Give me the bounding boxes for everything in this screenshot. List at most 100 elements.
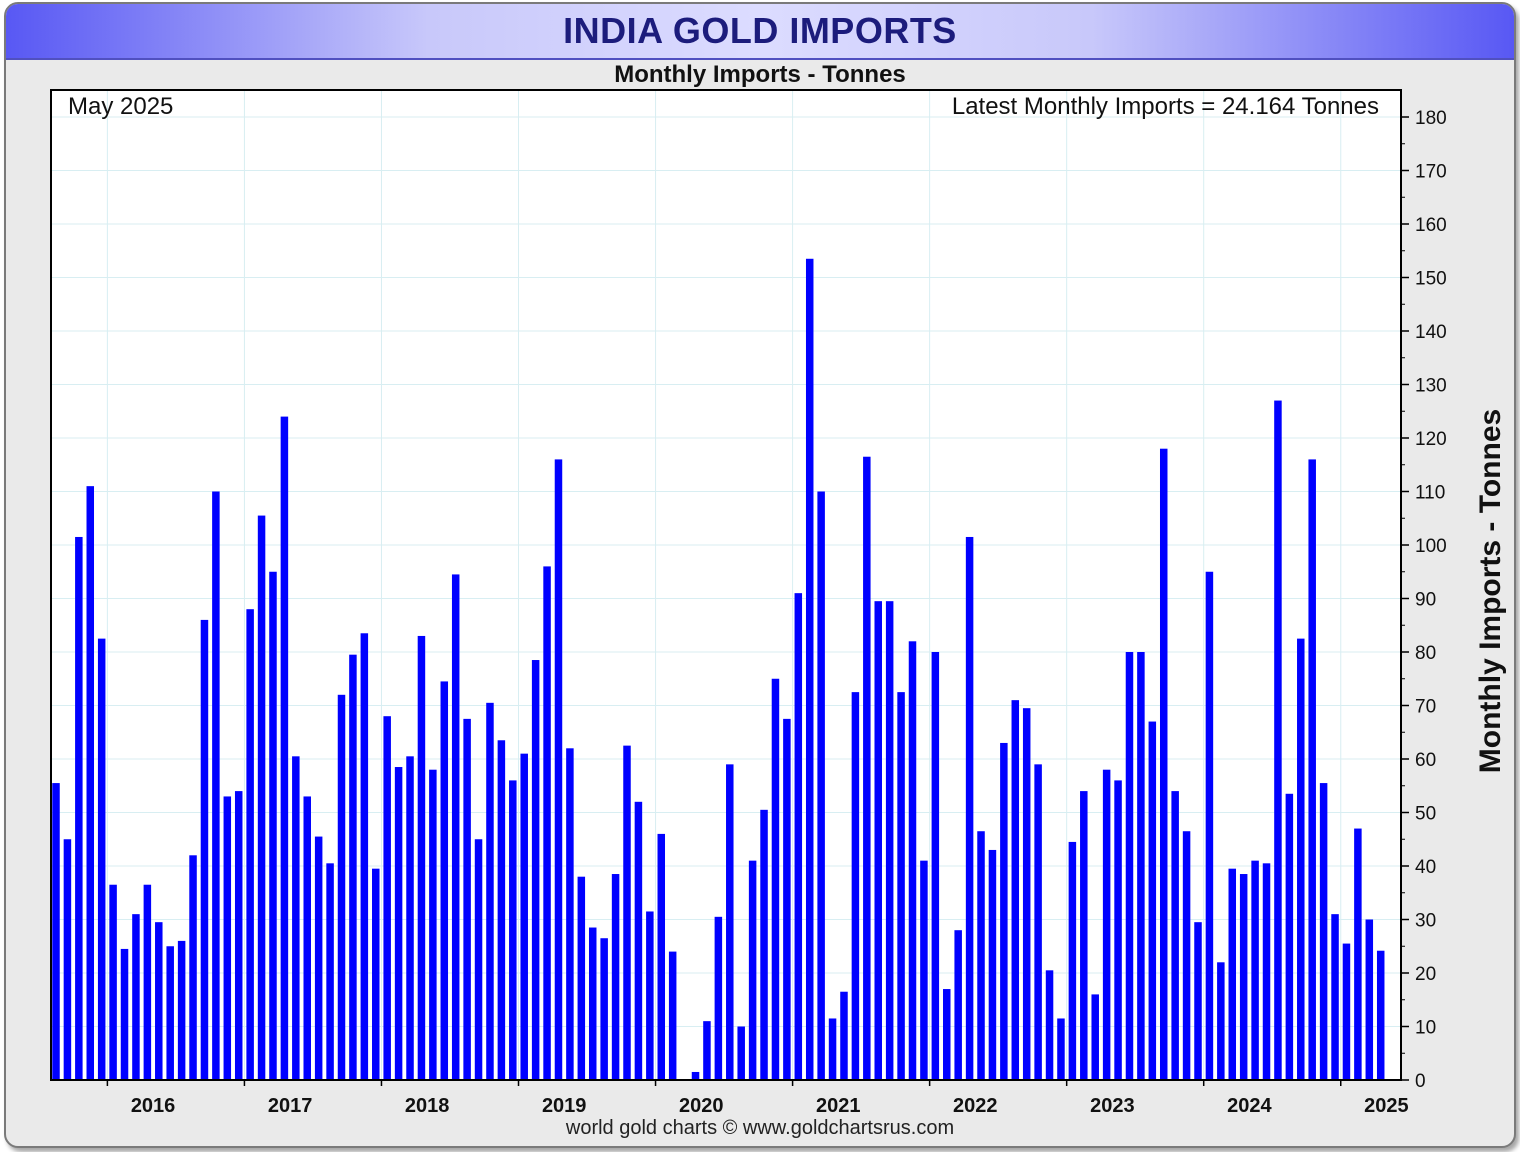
bar [1342, 943, 1351, 1080]
bar [143, 884, 152, 1080]
y-axis-label: Monthly Imports - Tonnes [1474, 409, 1507, 773]
bar [874, 601, 882, 1080]
y-tick-label: 100 [1415, 536, 1447, 557]
bar [1285, 793, 1294, 1080]
bar [1000, 742, 1008, 1080]
bar [1171, 791, 1179, 1080]
bar [326, 863, 334, 1080]
bar [566, 748, 574, 1080]
bar [1205, 571, 1214, 1080]
plot-border [50, 89, 1402, 1081]
bar [943, 989, 951, 1080]
bar [588, 927, 597, 1080]
bar [1251, 860, 1259, 1080]
bar [394, 767, 403, 1080]
y-tick-label: 120 [1415, 429, 1447, 450]
bar [554, 459, 563, 1080]
bar [234, 791, 243, 1080]
bar [75, 536, 83, 1080]
bar [954, 930, 962, 1080]
bar [429, 769, 437, 1080]
bar [1194, 922, 1202, 1080]
x-tick-label: 2024 [1227, 1095, 1272, 1117]
x-tick-label: 2017 [268, 1095, 313, 1117]
y-tick-label: 170 [1415, 162, 1447, 183]
bar [1022, 708, 1031, 1080]
y-tick-label: 40 [1415, 857, 1436, 878]
bar [120, 948, 129, 1080]
x-tick-label: 2018 [405, 1095, 450, 1117]
bar [965, 536, 974, 1080]
bar [451, 574, 460, 1080]
bar [520, 753, 528, 1080]
bar [623, 745, 631, 1080]
bar [109, 884, 117, 1080]
chart-svg: 0 10 20 30 40 50 60 70 80 90 100 110 120 130 140 150 160… [50, 89, 1507, 1117]
bar [212, 491, 220, 1080]
bar [486, 702, 494, 1080]
bar [1102, 769, 1111, 1080]
bar [531, 660, 540, 1080]
bar [1297, 638, 1305, 1080]
bar [1034, 764, 1042, 1080]
chart-title: INDIA GOLD IMPORTS [563, 10, 957, 51]
bar [383, 716, 391, 1080]
y-tick-label: 20 [1415, 964, 1436, 985]
bar [303, 796, 311, 1080]
bar [771, 678, 780, 1080]
bar [406, 756, 414, 1080]
bar [497, 740, 506, 1080]
y-tick-label: 80 [1415, 643, 1436, 664]
x-tick-label: 2025 [1364, 1095, 1409, 1117]
bar [851, 692, 860, 1080]
bars [52, 258, 1385, 1081]
bar [1068, 841, 1077, 1080]
bar [223, 796, 232, 1080]
chart-frame: INDIA GOLD IMPORTS Monthly Imports - Ton… [4, 2, 1516, 1148]
y-tick-label: 160 [1415, 215, 1447, 236]
x-axis: 2016 2017 2018 2019 2020 2021 2022 2023 2024 2025 [106, 1080, 1409, 1117]
bar [52, 783, 60, 1080]
y-tick-label: 130 [1415, 376, 1447, 397]
bar [509, 780, 517, 1080]
bar [668, 951, 677, 1080]
x-tick-label: 2020 [679, 1095, 724, 1117]
bar [577, 876, 586, 1080]
y-tick-label: 30 [1415, 911, 1436, 932]
bar [166, 946, 174, 1080]
bar [1091, 994, 1099, 1080]
y-tick-label: 180 [1415, 108, 1447, 129]
title-bar: INDIA GOLD IMPORTS [6, 4, 1514, 60]
bar [634, 801, 643, 1080]
y-tick-label: 70 [1415, 697, 1436, 718]
bar [1376, 950, 1385, 1080]
bar [805, 258, 814, 1080]
x-tick-label: 2022 [953, 1095, 998, 1117]
y-tick-label: 10 [1415, 1018, 1436, 1039]
y-tick-label: 140 [1415, 322, 1447, 343]
bar [1080, 791, 1088, 1080]
bar [132, 914, 140, 1080]
bar [977, 831, 985, 1080]
bar [372, 868, 380, 1080]
bar [908, 641, 917, 1080]
bar [463, 718, 471, 1080]
bar [863, 456, 871, 1081]
bar [1319, 783, 1328, 1080]
bar [1217, 962, 1225, 1080]
bar [63, 839, 72, 1080]
bar [349, 654, 357, 1080]
bar [920, 860, 928, 1080]
y-tick-label: 110 [1415, 483, 1445, 504]
bar [726, 764, 734, 1080]
y-tick-label: 50 [1415, 804, 1436, 825]
bar [543, 566, 551, 1080]
bar [1182, 831, 1191, 1080]
bar [155, 922, 163, 1080]
bar [280, 416, 289, 1081]
bar [1148, 721, 1157, 1080]
bar [988, 849, 997, 1080]
bar [292, 756, 300, 1080]
bar [1137, 652, 1145, 1080]
bar [1228, 868, 1237, 1080]
